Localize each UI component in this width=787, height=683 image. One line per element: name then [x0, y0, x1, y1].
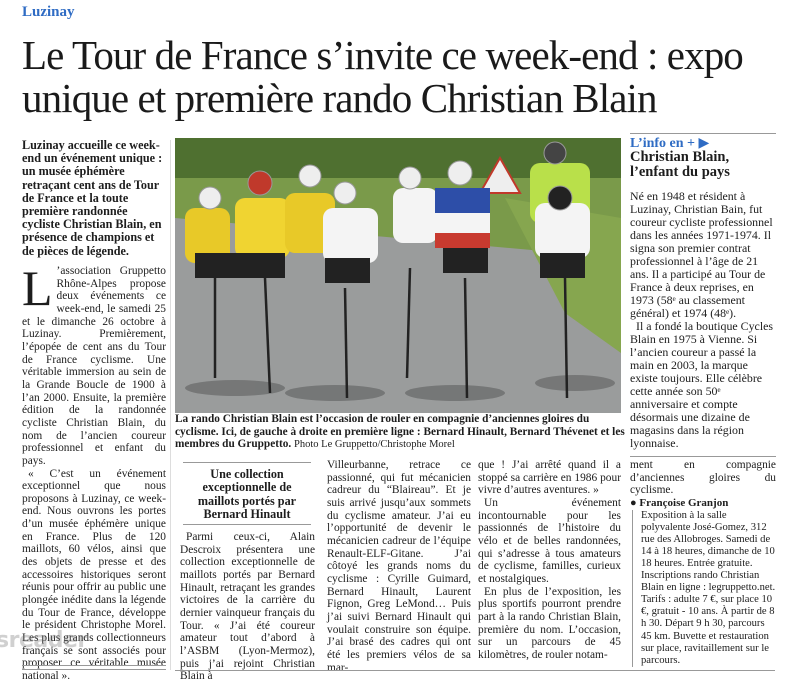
- body-column-5: ment en compagnie d’anciennes gloires du…: [630, 459, 776, 667]
- headline-line-1: Le Tour de France s’invite ce week-end :…: [22, 32, 744, 78]
- body-paragraph: que ! J’ai arrêté quand il a stoppé sa c…: [478, 459, 621, 497]
- photo-caption: La rando Christian Blain est l’occasion …: [175, 413, 625, 452]
- headline: Le Tour de France s’invite ce week-end :…: [22, 32, 744, 121]
- photo-image: [175, 138, 621, 413]
- practical-info: Exposition à la salle polyvalente José-G…: [632, 509, 776, 667]
- section-kicker: Luzinay: [22, 4, 75, 20]
- body-paragraph: En plus de l’exposition, les plus sporti…: [478, 585, 621, 661]
- lede: Luzinay accueille ce week-end un événeme…: [22, 138, 163, 258]
- body-column-1: L’association Gruppetto Rhône-Alpes prop…: [22, 260, 166, 683]
- drop-cap: L: [22, 260, 53, 316]
- info-title: Christian Blain, l’enfant du pays: [630, 149, 730, 180]
- body-paragraph: ’association Gruppetto Rhône-Alpes propo…: [22, 265, 166, 467]
- body-paragraph: Parmi ceux-ci, Alain Descroix présentera…: [180, 531, 315, 683]
- info-label-text: L’info en +: [630, 136, 696, 151]
- author-name: Françoise Granjon: [639, 496, 729, 509]
- info-paragraph: Il a fondé la boutique Cycles Blain en 1…: [630, 319, 774, 450]
- body-column-4: que ! J’ai arrêté quand il a stoppé sa c…: [478, 459, 621, 662]
- body-paragraph: Un événement incontournable pour les pas…: [478, 496, 621, 585]
- subhead: Une collection exceptionnelle de maillot…: [197, 467, 297, 522]
- info-paragraph: Né en 1948 et résident à Luzinay, Christ…: [630, 189, 773, 320]
- play-arrow-icon: ▶: [698, 136, 710, 151]
- headline-line-2: unique et première rando Christian Blain: [22, 75, 658, 121]
- body-paragraph: « C’est un événement exceptionnel que no…: [22, 467, 166, 683]
- cyclists-photo: [175, 138, 621, 413]
- caption-text: La rando Christian Blain est l’occasion …: [175, 413, 625, 451]
- column-divider: [170, 140, 171, 670]
- body-paragraph: Villeurbanne, retrace ce passionné, qui …: [327, 459, 471, 674]
- author-byline: ● Françoise Granjon: [630, 497, 776, 510]
- divider: [22, 669, 166, 670]
- divider: [183, 462, 311, 463]
- body-paragraph: ment en compagnie d’anciennes gloires du…: [630, 459, 776, 497]
- bullet-icon: ●: [630, 496, 640, 509]
- divider: [630, 456, 776, 457]
- divider: [175, 670, 775, 671]
- divider: [183, 524, 311, 525]
- divider: [22, 665, 166, 666]
- body-column-2: Parmi ceux-ci, Alain Descroix présentera…: [180, 531, 315, 683]
- info-box-text: Né en 1948 et résident à Luzinay, Christ…: [630, 190, 775, 450]
- info-label: L’info en + ▶: [630, 135, 709, 152]
- divider: [630, 133, 776, 134]
- watermark: sreader: [0, 628, 88, 653]
- body-column-3: Villeurbanne, retrace ce passionné, qui …: [327, 459, 471, 674]
- photo-credit: Photo Le Gruppetto/Christophe Morel: [294, 439, 455, 451]
